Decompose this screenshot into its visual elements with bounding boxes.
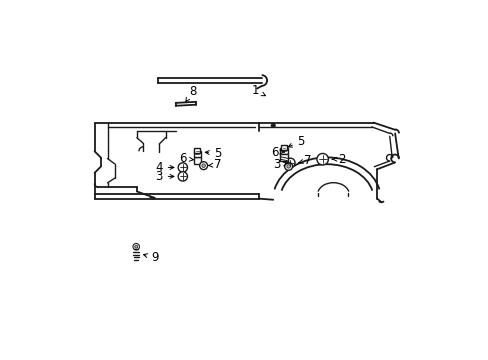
Text: 1: 1: [251, 84, 265, 97]
Text: 3: 3: [272, 158, 287, 171]
Circle shape: [178, 163, 187, 172]
Text: 5: 5: [287, 135, 305, 148]
Text: 2: 2: [331, 153, 345, 166]
Circle shape: [286, 165, 290, 168]
Bar: [193, 151, 201, 157]
Text: 9: 9: [143, 251, 159, 264]
Circle shape: [199, 162, 207, 170]
Bar: [280, 154, 287, 161]
Circle shape: [133, 243, 139, 250]
Text: 5: 5: [205, 147, 221, 159]
Text: 8: 8: [185, 85, 196, 102]
Bar: [193, 157, 201, 164]
Text: 6: 6: [179, 152, 193, 165]
Bar: [194, 148, 200, 153]
Circle shape: [178, 172, 187, 181]
Circle shape: [202, 164, 205, 167]
Text: 7: 7: [208, 158, 221, 171]
Circle shape: [316, 153, 328, 165]
Text: 3: 3: [155, 170, 174, 183]
Text: 4: 4: [155, 161, 174, 174]
Text: 7: 7: [298, 154, 310, 167]
Circle shape: [285, 158, 294, 167]
Bar: [280, 148, 287, 154]
Circle shape: [284, 162, 292, 170]
Text: 6: 6: [270, 145, 284, 158]
Bar: [281, 145, 286, 150]
Circle shape: [270, 123, 275, 128]
Circle shape: [135, 245, 137, 248]
